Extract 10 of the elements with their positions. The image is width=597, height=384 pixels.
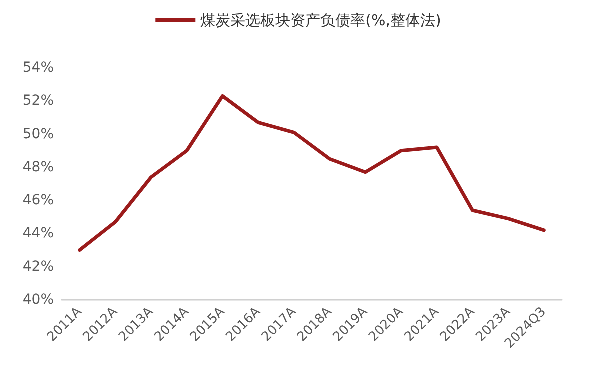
y-tick-label: 44% — [22, 226, 54, 242]
legend-label: 煤炭采选板块资产负债率(%,整体法) — [200, 12, 442, 30]
y-tick-label: 52% — [22, 93, 54, 110]
y-tick-label: 48% — [22, 159, 54, 176]
y-tick-label: 40% — [22, 292, 54, 308]
y-tick-label: 46% — [22, 192, 54, 209]
y-tick-label: 42% — [22, 258, 54, 275]
y-tick-label: 50% — [22, 126, 54, 142]
y-tick-label: 54% — [22, 60, 54, 76]
line-series — [78, 94, 546, 252]
